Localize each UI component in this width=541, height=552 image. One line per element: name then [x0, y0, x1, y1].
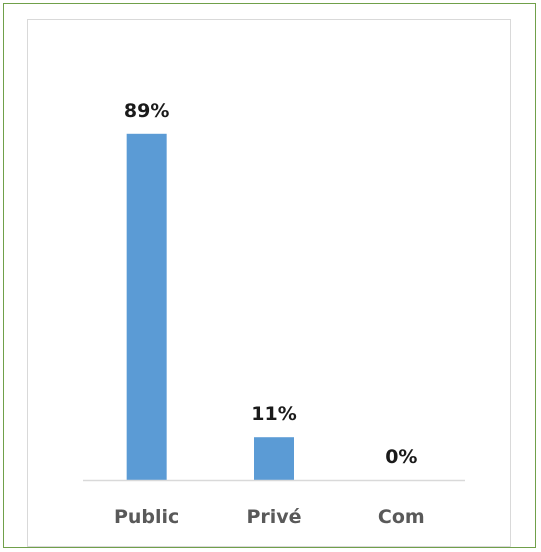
x-tick-label-privé: Privé [246, 506, 301, 528]
x-tick-label-public: Public [114, 506, 179, 528]
data-label-privé: 11% [251, 403, 296, 425]
bar-privé [254, 437, 294, 480]
data-label-public: 89% [124, 100, 169, 122]
bar-public [126, 133, 167, 481]
data-label-com: 0% [385, 446, 417, 468]
data-labels-group: 89% 11% 0% [124, 100, 418, 468]
x-tick-label-com: Com [378, 506, 425, 528]
bars-group [126, 133, 294, 481]
x-tick-labels-group: Public Privé Com [114, 506, 425, 528]
